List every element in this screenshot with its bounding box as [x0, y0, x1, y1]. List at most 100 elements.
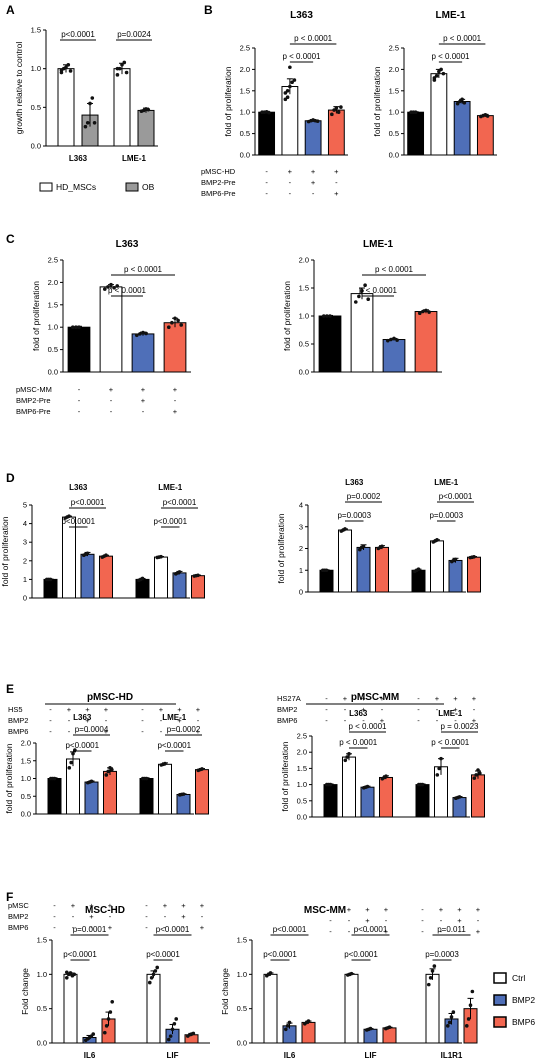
condition-sign: +	[476, 927, 481, 936]
condition-sign: -	[329, 927, 332, 936]
bar	[414, 311, 438, 373]
data-point	[453, 557, 458, 562]
data-point	[470, 989, 475, 994]
data-point	[109, 282, 113, 287]
panel-label-B: B	[204, 3, 213, 17]
condition-sign: +	[457, 916, 462, 925]
bar	[57, 68, 75, 147]
condition-sign: +	[177, 716, 182, 725]
condition-label: pMSC	[8, 901, 29, 910]
condition-sign: -	[366, 927, 369, 936]
condition-sign: +	[347, 905, 352, 914]
condition-label: pMSC-HD	[201, 167, 236, 176]
condition-sign: +	[384, 927, 389, 936]
y-tick-label: 1.5	[21, 756, 31, 765]
p-value-label: p < 0.0001	[339, 738, 378, 747]
data-point	[466, 1017, 471, 1021]
condition-sign: +	[365, 905, 370, 914]
group-title: L363	[73, 713, 92, 722]
condition-label: pMSC-MM	[16, 385, 52, 394]
y-tick-label: 0.5	[299, 340, 309, 349]
data-point	[283, 91, 288, 95]
y-tick-label: 2.5	[48, 256, 58, 265]
data-point	[345, 755, 349, 759]
bar	[415, 784, 430, 818]
x-category-label: LME-1	[122, 154, 147, 163]
data-point	[170, 1027, 175, 1032]
condition-sign: +	[200, 923, 205, 932]
condition-sign: +	[104, 705, 109, 714]
bar	[476, 115, 494, 156]
y-tick-label: 0.0	[299, 368, 309, 377]
chart-d1: 0 1 2 3 4 5 fold of proliferation L363 p<0.0001 p…	[0, 483, 205, 736]
data-point	[368, 1026, 373, 1031]
condition-sign: +	[89, 912, 94, 921]
data-point	[163, 761, 167, 766]
condition-sign: +	[85, 705, 90, 714]
condition-sign: +	[361, 705, 366, 714]
p-value-label: p<0.0001	[71, 498, 105, 507]
condition-sign: -	[49, 727, 52, 736]
group-title-pmsc-hd: pMSC-HD	[87, 692, 133, 703]
data-point	[66, 63, 71, 67]
y-tick-label: 1	[299, 566, 303, 575]
bar	[154, 556, 168, 599]
condition-sign: +	[343, 694, 348, 703]
bar	[471, 774, 485, 818]
condition-sign: -	[72, 912, 75, 921]
legend-label: BMP6	[512, 1017, 535, 1027]
p-value-label: p<0.0001	[61, 517, 95, 526]
data-point	[366, 297, 371, 302]
legend-label: Ctrl	[512, 973, 525, 983]
bar	[327, 109, 345, 156]
y-tick-label: 1.5	[297, 764, 307, 773]
condition-sign: -	[145, 912, 148, 921]
condition-sign: +	[472, 716, 477, 725]
condition-label: BMP2-Pre	[16, 396, 51, 405]
y-tick-label: 3	[23, 538, 27, 547]
data-point	[151, 972, 156, 977]
condition-sign: +	[173, 385, 178, 394]
data-point	[149, 975, 154, 980]
data-point	[110, 1000, 115, 1004]
x-category-label: IL1R1	[441, 1051, 463, 1060]
y-tick-label: 1.0	[297, 780, 307, 789]
condition-sign: +	[288, 167, 293, 176]
bar	[172, 572, 187, 599]
group-title: LME-1	[434, 478, 459, 487]
condition-sign: +	[334, 189, 339, 198]
x-category-label: IL6	[284, 1051, 296, 1060]
data-point	[144, 331, 148, 336]
data-point	[146, 107, 151, 112]
condition-sign: +	[181, 912, 186, 921]
condition-sign: -	[174, 396, 177, 405]
data-point	[85, 551, 90, 556]
p-value-label: p < 0.0001	[431, 738, 470, 747]
bar	[319, 569, 334, 593]
p-value-label: p=0.011	[437, 925, 466, 934]
y-tick-label: 1.5	[37, 936, 47, 945]
chart-title: L363	[116, 239, 139, 250]
data-point	[172, 1021, 177, 1026]
p-value-label: p<0.0001	[63, 950, 97, 959]
data-point	[392, 336, 396, 341]
data-point	[428, 975, 433, 980]
y-tick-label: 1.0	[37, 970, 47, 979]
y-tick-label: 0.0	[48, 368, 58, 377]
data-point	[395, 338, 399, 342]
condition-sign: -	[289, 178, 292, 187]
y-tick-label: 1.5	[389, 86, 399, 95]
data-point	[88, 101, 92, 106]
data-point	[102, 287, 107, 291]
bar	[304, 120, 322, 156]
y-tick-label: 1.0	[237, 970, 247, 979]
condition-sign: -	[440, 916, 443, 925]
y-tick-label: 0.5	[240, 129, 250, 138]
condition-sign: -	[421, 916, 424, 925]
condition-sign: -	[325, 694, 328, 703]
y-tick-label: 4	[23, 519, 27, 528]
condition-sign: -	[265, 189, 268, 198]
data-point	[306, 1019, 311, 1023]
y-tick-label: 1.5	[31, 26, 41, 35]
condition-sign: -	[335, 178, 338, 187]
